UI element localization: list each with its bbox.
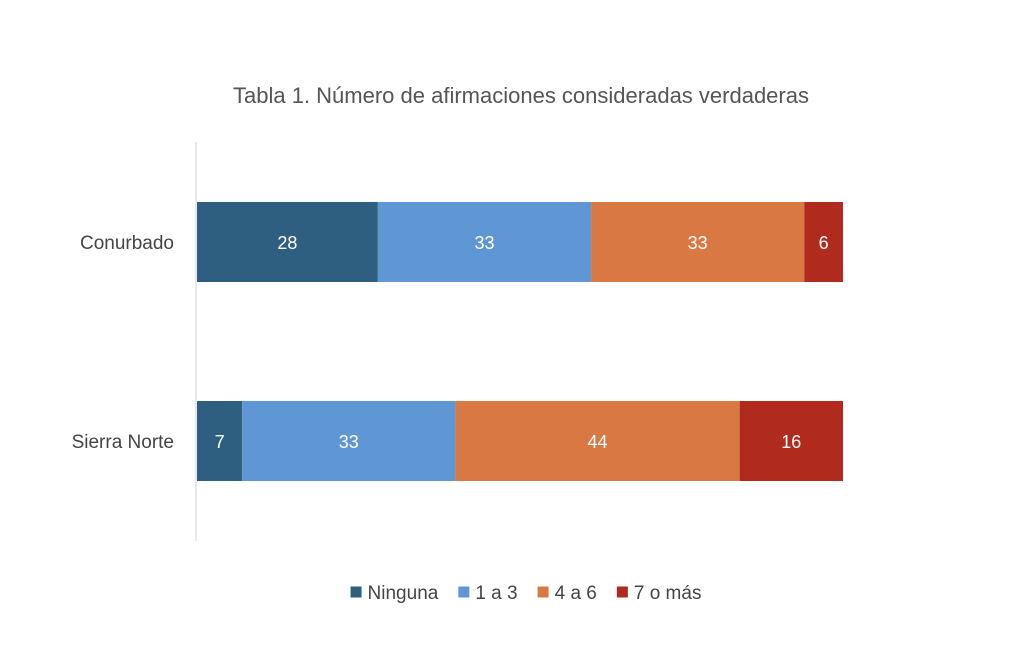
bar-label-sierra-norte-7-o-mas: 16 — [781, 432, 801, 452]
legend-swatch-4-a-6 — [537, 586, 549, 598]
bar-conurbado-ninguna — [197, 202, 378, 282]
legend-label-ninguna: Ninguna — [368, 583, 439, 604]
legend-swatch-7-o-mas — [616, 586, 628, 598]
bar-sierra-norte-7-o-mas — [739, 401, 843, 481]
legend: Ninguna 1 a 3 4 a 6 7 o más — [350, 583, 702, 604]
bar-sierra-norte-1-a-3 — [242, 401, 456, 481]
bar-label-conurbado-7-o-mas: 6 — [819, 233, 829, 253]
bars-group: 28 33 33 6 7 33 44 16 — [197, 202, 843, 481]
chart-title: Tabla 1. Número de afirmaciones consider… — [233, 83, 809, 108]
bar-label-sierra-norte-1-a-3: 33 — [339, 432, 359, 452]
bar-label-conurbado-ninguna: 28 — [277, 233, 297, 253]
bar-sierra-norte-ninguna — [197, 401, 243, 481]
legend-label-1-a-3: 1 a 3 — [475, 583, 517, 604]
bar-conurbado-4-a-6 — [591, 202, 805, 282]
category-label-conurbado: Conurbado — [80, 233, 174, 254]
bar-label-conurbado-1-a-3: 33 — [474, 233, 494, 253]
bar-label-conurbado-4-a-6: 33 — [688, 233, 708, 253]
category-label-sierra-norte: Sierra Norte — [72, 432, 174, 453]
legend-label-7-o-mas: 7 o más — [634, 583, 702, 604]
bar-sierra-norte-4-a-6 — [455, 401, 740, 481]
legend-label-4-a-6: 4 a 6 — [555, 583, 597, 604]
legend-swatch-ninguna — [350, 586, 362, 598]
bar-conurbado-1-a-3 — [377, 202, 592, 282]
bar-label-sierra-norte-ninguna: 7 — [215, 432, 225, 452]
legend-swatch-1-a-3 — [458, 586, 470, 598]
bar-conurbado-7-o-mas — [804, 202, 843, 282]
category-labels: Conurbado Sierra Norte — [72, 233, 174, 453]
bar-label-sierra-norte-4-a-6: 44 — [588, 432, 608, 452]
